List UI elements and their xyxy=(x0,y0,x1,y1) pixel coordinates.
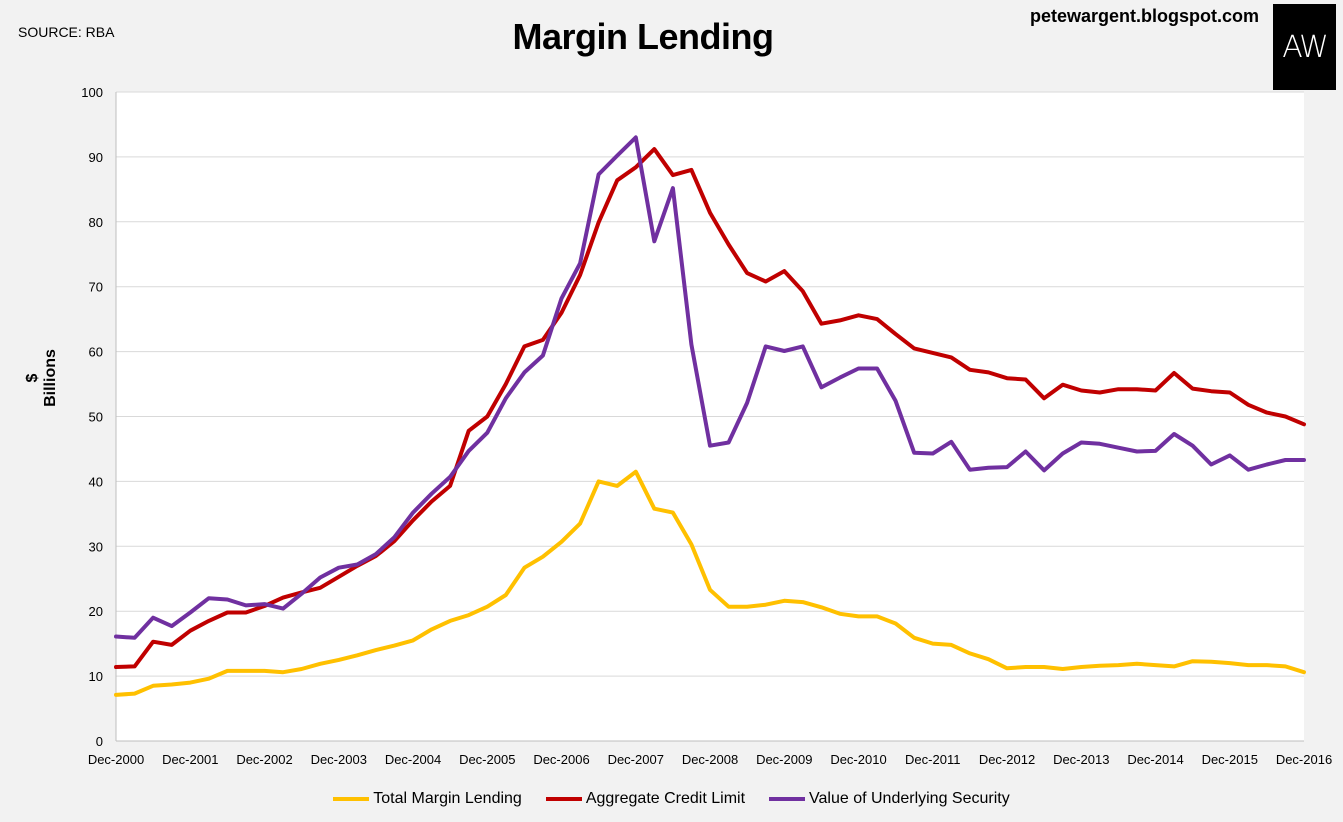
x-tick-label: Dec-2006 xyxy=(533,752,589,767)
x-tick-label: Dec-2015 xyxy=(1202,752,1258,767)
legend-item-security: Value of Underlying Security xyxy=(769,790,1010,808)
y-tick-label: 0 xyxy=(96,734,103,749)
y-tick-label: 100 xyxy=(81,85,103,100)
source-note: SOURCE: RBA xyxy=(18,24,115,40)
series-line-1 xyxy=(114,147,1306,669)
y-tick-label: 10 xyxy=(89,669,103,684)
chart-title: Margin Lending xyxy=(512,16,774,57)
legend-label-security: Value of Underlying Security xyxy=(809,790,1010,807)
series-line-2 xyxy=(114,135,1306,640)
aw-logo: AW xyxy=(1273,4,1336,90)
y-tick-label: 40 xyxy=(89,474,103,489)
x-tick-label: Dec-2003 xyxy=(311,752,367,767)
x-tick-label: Dec-2005 xyxy=(459,752,515,767)
x-tick-label: Dec-2011 xyxy=(905,752,960,767)
y-tick-label: 60 xyxy=(89,345,103,360)
legend-label-credit: Aggregate Credit Limit xyxy=(585,790,746,807)
x-tick-label: Dec-2016 xyxy=(1276,752,1332,767)
site-url: petewargent.blogspot.com xyxy=(1029,6,1259,26)
legend-item-total: Total Margin Lending xyxy=(333,790,522,808)
legend-swatch-security xyxy=(769,797,806,801)
series-line-0 xyxy=(114,469,1306,697)
legend-label-total: Total Margin Lending xyxy=(373,790,522,807)
x-tick-label: Dec-2010 xyxy=(830,752,886,767)
y-tick-label: 70 xyxy=(89,280,103,295)
legend-swatch-credit xyxy=(545,797,582,801)
legend-item-credit: Aggregate Credit Limit xyxy=(545,790,746,808)
y-tick-label: 90 xyxy=(89,150,103,165)
x-tick-label: Dec-2008 xyxy=(682,752,738,767)
x-tick-label: Dec-2004 xyxy=(385,752,441,767)
y-tick-label: 80 xyxy=(89,215,103,230)
y-tick-label: 20 xyxy=(89,604,103,619)
logo-text: AW xyxy=(1282,29,1329,65)
x-tick-label: Dec-2009 xyxy=(756,752,812,767)
x-tick-label: Dec-2002 xyxy=(236,752,292,767)
y-tick-label: 30 xyxy=(89,539,103,554)
x-tick-label: Dec-2001 xyxy=(162,752,218,767)
x-tick-label: Dec-2000 xyxy=(88,752,144,767)
y-tick-label: 50 xyxy=(89,410,103,425)
x-tick-label: Dec-2014 xyxy=(1127,752,1183,767)
x-tick-label: Dec-2007 xyxy=(608,752,664,767)
x-tick-label: Dec-2013 xyxy=(1053,752,1109,767)
legend-swatch-total xyxy=(333,797,370,801)
x-tick-label: Dec-2012 xyxy=(979,752,1035,767)
legend: Total Margin Lending Aggregate Credit Li… xyxy=(0,790,1343,808)
